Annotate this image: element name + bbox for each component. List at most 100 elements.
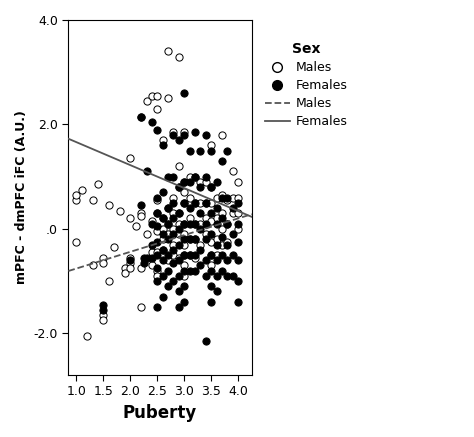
Point: [181, 267, 188, 274]
Point: [164, 257, 172, 264]
Point: [94, 181, 102, 188]
Point: [164, 251, 172, 258]
Point: [181, 178, 188, 185]
Point: [218, 251, 226, 258]
Point: [154, 251, 161, 258]
Point: [213, 251, 220, 258]
Point: [159, 246, 166, 253]
Point: [213, 194, 220, 201]
Point: [154, 264, 161, 271]
Point: [140, 259, 147, 266]
Point: [175, 220, 182, 227]
Point: [175, 304, 182, 311]
Point: [148, 118, 156, 125]
Point: [191, 236, 199, 243]
Point: [218, 194, 226, 201]
Point: [224, 241, 231, 248]
Point: [170, 210, 177, 217]
Point: [154, 210, 161, 217]
Point: [197, 184, 204, 191]
Point: [213, 205, 220, 212]
Point: [197, 210, 204, 217]
Point: [229, 231, 237, 238]
Point: [73, 197, 80, 204]
Point: [175, 288, 182, 295]
Point: [110, 243, 118, 250]
Point: [170, 199, 177, 206]
Point: [154, 239, 161, 246]
Point: [208, 231, 215, 238]
Point: [186, 236, 193, 243]
Point: [175, 210, 182, 217]
Point: [186, 215, 193, 222]
Point: [148, 92, 156, 99]
Point: [197, 220, 204, 227]
Point: [181, 236, 188, 243]
Point: [164, 205, 172, 212]
Point: [159, 231, 166, 238]
Point: [191, 220, 199, 227]
Point: [154, 304, 161, 311]
Point: [181, 220, 188, 227]
Point: [235, 194, 242, 201]
Point: [208, 210, 215, 217]
Point: [191, 199, 199, 206]
Point: [175, 272, 182, 279]
Point: [213, 288, 220, 295]
Point: [181, 251, 188, 258]
Point: [191, 173, 199, 180]
Point: [197, 241, 204, 248]
Point: [202, 199, 210, 206]
Point: [148, 241, 156, 248]
Point: [202, 132, 210, 139]
Point: [164, 231, 172, 238]
Point: [235, 210, 242, 217]
Point: [197, 246, 204, 253]
Point: [159, 257, 166, 264]
Point: [170, 132, 177, 139]
Point: [224, 272, 231, 279]
Point: [175, 184, 182, 191]
Point: [235, 298, 242, 305]
Point: [218, 241, 226, 248]
Point: [186, 267, 193, 274]
Point: [127, 215, 134, 222]
Point: [159, 293, 166, 300]
Point: [202, 173, 210, 180]
Point: [137, 210, 145, 217]
Point: [170, 246, 177, 253]
Point: [164, 95, 172, 102]
Point: [78, 186, 86, 193]
Point: [213, 236, 220, 243]
Point: [159, 225, 166, 232]
Point: [148, 254, 156, 261]
Point: [89, 197, 96, 204]
Point: [218, 191, 226, 198]
Point: [170, 259, 177, 266]
Point: [170, 241, 177, 248]
Point: [197, 199, 204, 206]
Point: [197, 225, 204, 232]
Point: [235, 277, 242, 284]
Point: [208, 262, 215, 269]
Point: [175, 225, 182, 232]
Point: [229, 210, 237, 217]
Point: [191, 236, 199, 243]
Point: [218, 267, 226, 274]
Point: [235, 199, 242, 206]
Legend: Males, Females, Males, Females: Males, Females, Males, Females: [260, 37, 353, 133]
Point: [213, 178, 220, 185]
Point: [202, 215, 210, 222]
Point: [218, 225, 226, 232]
Point: [143, 97, 150, 104]
Point: [170, 129, 177, 136]
Point: [224, 147, 231, 154]
Point: [218, 210, 226, 217]
Point: [229, 194, 237, 201]
Point: [208, 251, 215, 258]
Point: [191, 199, 199, 206]
Point: [181, 132, 188, 139]
Point: [121, 264, 129, 271]
Point: [154, 228, 161, 235]
Point: [224, 220, 231, 227]
